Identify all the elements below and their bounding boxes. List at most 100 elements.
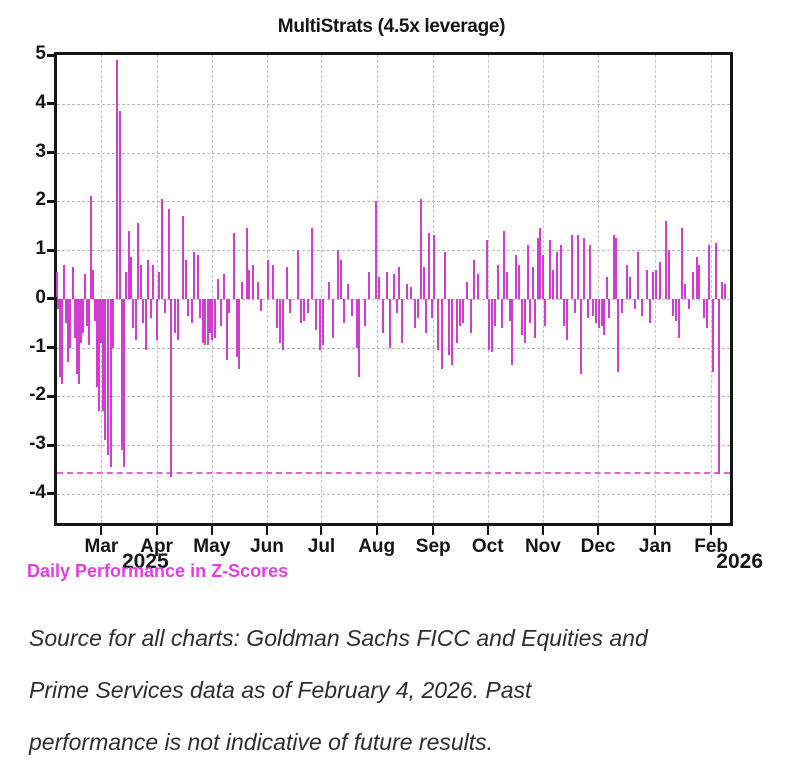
bar — [691, 271, 694, 299]
bar — [66, 298, 69, 363]
bar — [634, 298, 637, 309]
bar — [508, 298, 511, 321]
bar — [368, 271, 371, 299]
bar — [72, 267, 75, 299]
gridline-v — [156, 55, 158, 523]
plot-area: 2025 2026 — [54, 52, 763, 573]
bar — [523, 298, 526, 343]
y-tick-label: 0 — [35, 286, 46, 308]
bar — [160, 198, 163, 299]
bar — [118, 111, 121, 299]
gridline-h — [57, 152, 730, 154]
bar — [671, 298, 674, 316]
bar — [436, 298, 439, 350]
bar — [198, 298, 201, 319]
bar — [181, 215, 184, 299]
bar — [720, 281, 723, 299]
bar — [76, 298, 79, 375]
bar — [405, 284, 408, 299]
gridline-h — [57, 396, 730, 398]
bar — [628, 276, 631, 299]
bar — [712, 298, 715, 372]
bar — [539, 228, 542, 299]
x-tick — [265, 526, 268, 535]
bar — [86, 298, 89, 326]
bar — [385, 271, 388, 299]
bar — [675, 298, 678, 321]
x-tick — [100, 526, 103, 535]
bar — [552, 269, 554, 299]
bar — [667, 250, 670, 299]
bar — [282, 298, 285, 350]
bar — [461, 298, 464, 324]
bar — [80, 298, 83, 343]
y-tick-label: 5 — [35, 43, 46, 64]
bar — [416, 298, 419, 319]
bar — [163, 298, 166, 314]
bar — [477, 274, 480, 299]
x-tick — [486, 526, 489, 535]
bar — [432, 235, 435, 299]
bar — [393, 274, 396, 299]
x-tick — [375, 526, 378, 535]
bar — [556, 252, 559, 299]
x-tick — [710, 526, 713, 535]
y-tick — [47, 53, 57, 57]
bar — [648, 298, 651, 324]
bar — [636, 252, 639, 299]
month-label: Jan — [638, 536, 672, 557]
bar — [125, 271, 128, 299]
bar — [109, 298, 112, 467]
bar — [300, 298, 303, 324]
x-tick — [541, 526, 544, 535]
bar — [321, 298, 324, 346]
bar — [142, 298, 145, 324]
bar — [702, 298, 705, 319]
bar — [95, 298, 98, 387]
bar — [409, 286, 412, 299]
bar — [589, 245, 592, 299]
bar — [724, 284, 727, 299]
bar — [144, 298, 147, 350]
bar — [206, 298, 209, 346]
bar — [169, 298, 172, 477]
bar — [350, 298, 353, 316]
chart-title: MultiStrats (4.5x leverage) — [277, 16, 506, 37]
bar — [257, 281, 260, 299]
bar — [128, 230, 130, 299]
y-tick — [47, 346, 57, 349]
bar — [718, 298, 721, 475]
gridline-h — [57, 347, 730, 349]
bar — [455, 298, 458, 343]
bar — [134, 298, 137, 341]
bar — [140, 264, 143, 299]
source-note-line-3: performance is not indicative of future … — [29, 729, 494, 755]
bar — [531, 267, 534, 299]
bar — [607, 298, 610, 319]
bar — [500, 298, 503, 328]
month-label: Dec — [580, 536, 616, 557]
bar — [177, 298, 180, 341]
bar — [152, 264, 155, 299]
bar — [677, 298, 680, 338]
gridline-h — [57, 493, 730, 495]
bar — [60, 298, 63, 385]
gridline-v — [711, 55, 713, 523]
month-label: Aug — [358, 536, 396, 557]
y-tick — [47, 297, 57, 301]
bar — [327, 281, 330, 299]
bar — [451, 298, 454, 365]
bar — [708, 245, 711, 299]
bar — [687, 298, 690, 309]
bar — [652, 271, 655, 299]
x-tick — [597, 526, 600, 535]
bar — [237, 298, 240, 370]
bar — [202, 298, 205, 343]
bar — [173, 298, 176, 333]
bar — [395, 298, 398, 314]
bar — [683, 284, 686, 299]
bar — [286, 267, 289, 299]
bar — [187, 298, 190, 316]
bar — [247, 269, 250, 299]
bar — [665, 220, 668, 299]
